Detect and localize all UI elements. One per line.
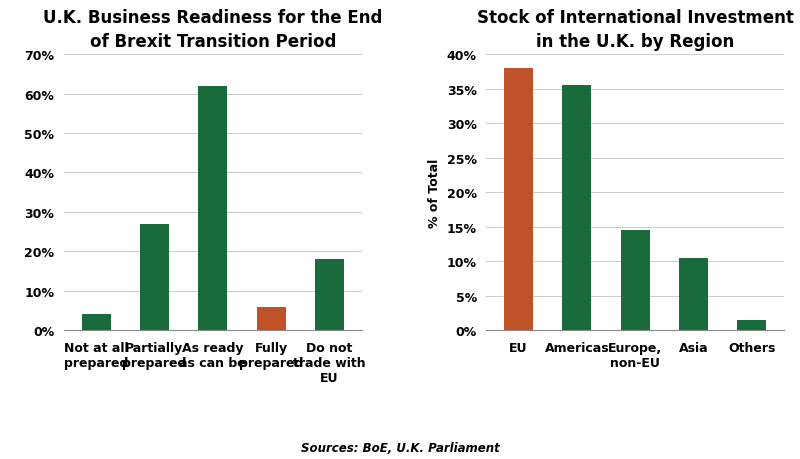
- Y-axis label: % of Total: % of Total: [428, 158, 442, 227]
- Text: Sources: BoE, U.K. Parliament: Sources: BoE, U.K. Parliament: [301, 442, 499, 454]
- Bar: [738, 320, 766, 330]
- Bar: [621, 230, 650, 330]
- Title: U.K. Business Readiness for the End
of Brexit Transition Period: U.K. Business Readiness for the End of B…: [43, 9, 382, 51]
- Title: Stock of International Investment
in the U.K. by Region: Stock of International Investment in the…: [477, 9, 794, 51]
- Bar: [315, 260, 344, 330]
- Bar: [504, 69, 533, 330]
- Bar: [679, 258, 708, 330]
- Bar: [82, 315, 110, 330]
- Bar: [140, 224, 169, 330]
- Bar: [257, 307, 286, 330]
- Bar: [562, 86, 591, 330]
- Bar: [198, 87, 227, 330]
